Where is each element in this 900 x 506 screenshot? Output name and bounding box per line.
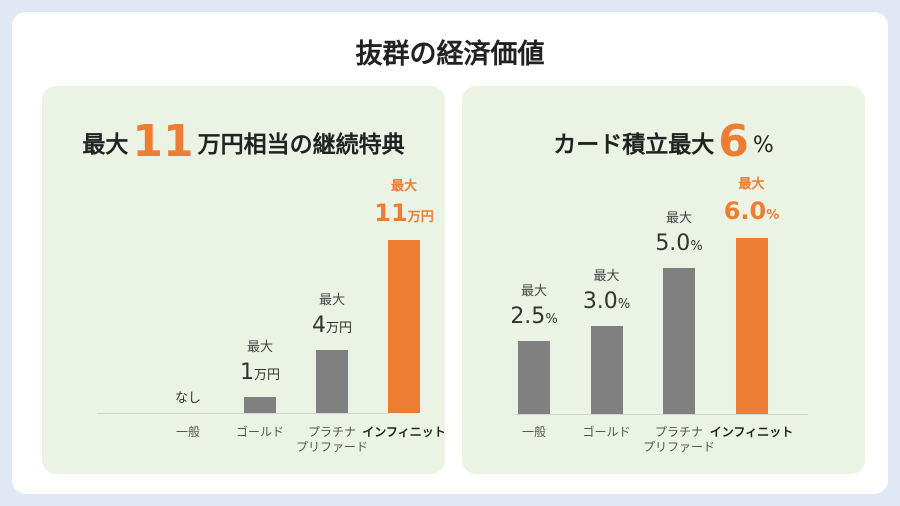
x-axis-line [97,413,390,414]
value-label-prefix: 最大 [593,269,620,285]
value-label: 最大 6.0% [692,178,812,223]
value-label-number: 5.0 [655,230,691,256]
bar [388,240,420,413]
value-label-prefix: 最大 [738,177,765,193]
value-label: 最大 3.0% [547,270,667,313]
title-highlight: 6 [718,116,749,167]
category-label: 一般 [521,425,546,439]
category-label: プラチナ プリファード [642,425,715,454]
bar [518,340,550,414]
value-label-number: 11 [374,199,408,228]
title-pre: 最大 [82,132,129,158]
category-label: 一般 [175,425,200,439]
value-label-number: 4 [311,313,326,339]
bar [663,267,695,414]
category-label: ゴールド [582,425,631,439]
value-label-prefix: 最大 [318,293,345,309]
value-label-number: 1 [239,360,254,386]
panel-title: 最大11 万円相当の継続特典 [42,116,445,167]
value-label-prefix: 最大 [390,179,417,195]
value-label-unit: 万円 [325,321,352,337]
category-label: プラチナ プリファード [295,425,368,454]
value-label-unit: 万円 [253,368,280,384]
benefit-panel: 最大11 万円相当の継続特典 なし 一般 最大 1万円 ゴールド 最大 4万円 プラチナ プリフ… [42,86,446,474]
value-label-number: 6.0 [723,197,767,226]
value-label-unit: % [766,208,780,224]
x-axis-line [515,414,808,415]
page-title: 抜群の経済価値 [355,39,545,70]
category-label: ゴールド [235,425,284,439]
value-label-number: 2.5 [510,303,546,329]
bar [316,350,348,413]
value-label-unit: % [690,238,703,254]
title-post: 万円相当の継続特典 [197,132,405,158]
value-label: 最大 1万円 [200,341,320,384]
savings-panel: カード積立最大6% 最大 2.5% 一般 最大 3.0% ゴールド 最大 5.0% プラチナ プ… [462,86,865,474]
value-label: 最大 11万円 [344,180,464,225]
value-label: 最大 4万円 [272,294,392,337]
category-label: インフィニット [709,425,794,439]
value-label-unit: % [545,311,558,327]
value-label-unit: 万円 [407,210,434,226]
value-label-number: なし [174,391,201,406]
title-pre: カード積立最大 [553,132,715,158]
value-label-unit: % [617,297,631,313]
value-label-prefix: 最大 [665,210,692,226]
title-post: % [752,133,774,158]
value-label: なし [128,389,248,405]
value-label: 最大 5.0% [619,212,739,255]
bar [590,326,623,414]
value-label-number: 3.0 [582,289,618,315]
bar [735,238,768,414]
category-label: インフィニット [362,425,446,439]
value-label: 最大 2.5% [474,285,594,328]
value-label-prefix: 最大 [246,340,273,356]
title-highlight: 11 [132,116,194,167]
panel-title: カード積立最大6% [462,116,865,167]
value-label-prefix: 最大 [520,283,547,299]
bar [244,397,276,413]
